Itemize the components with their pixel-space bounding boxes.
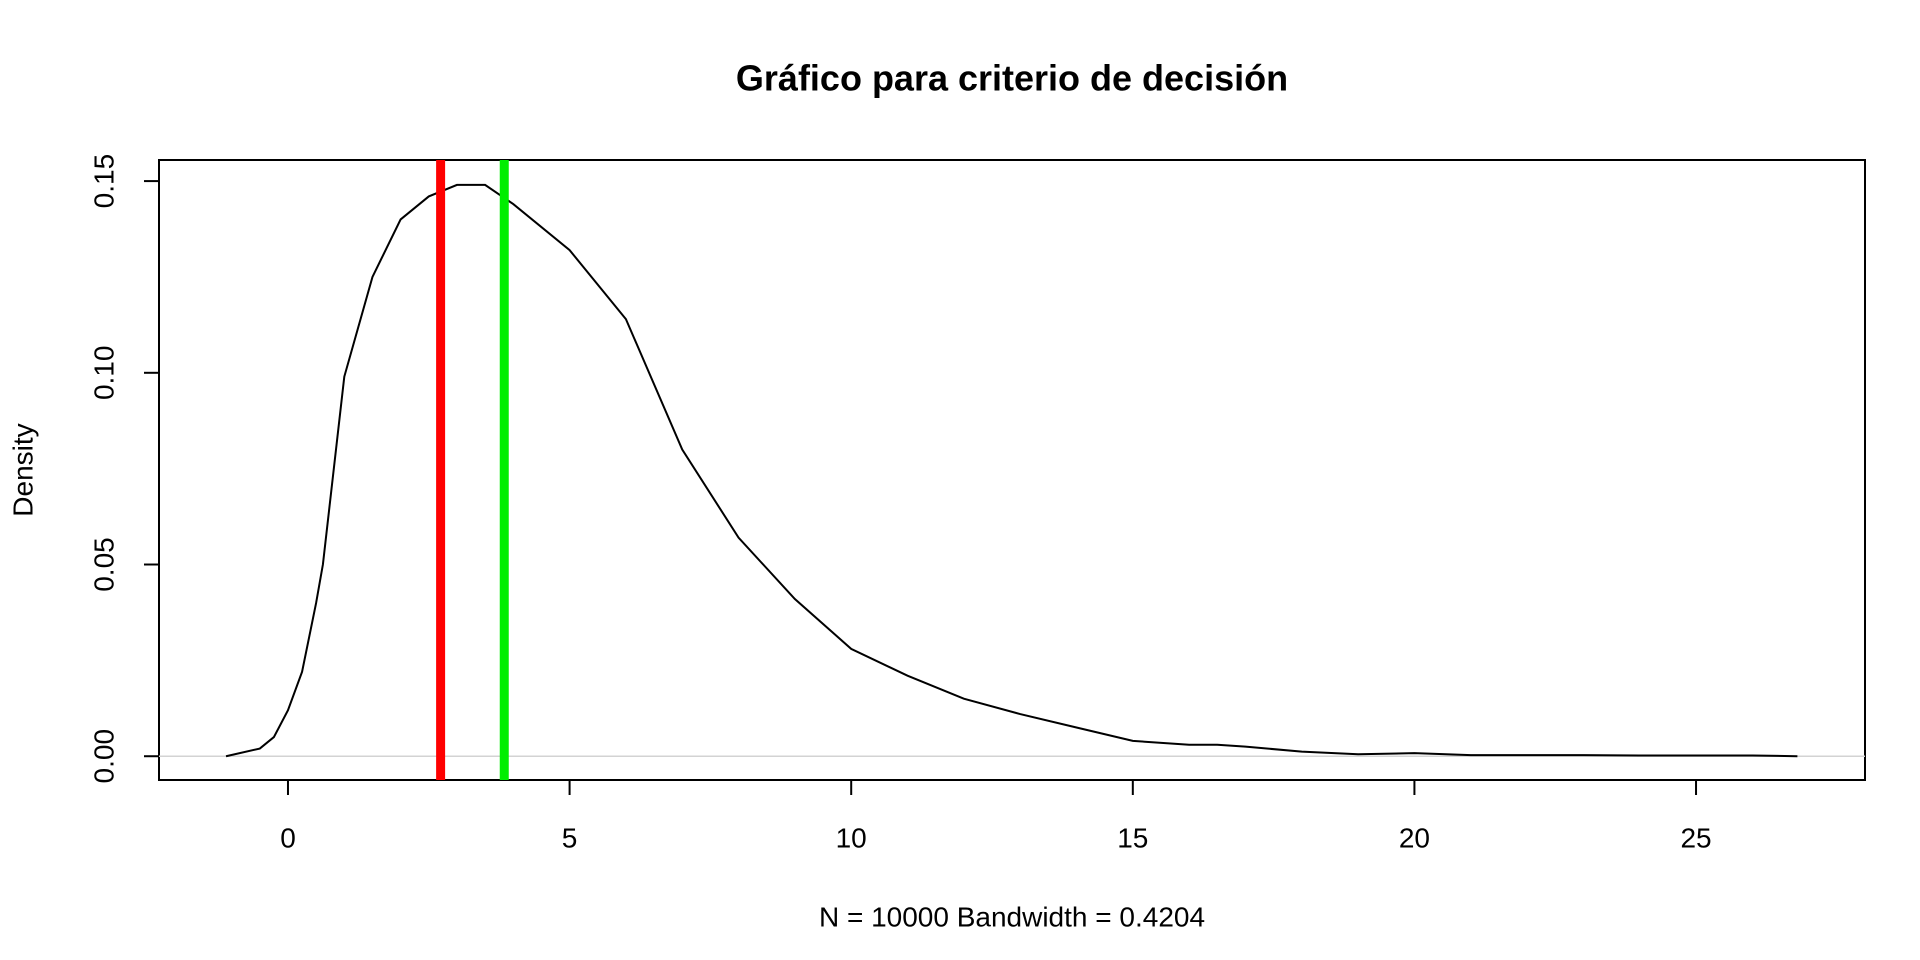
density-curve xyxy=(225,183,1798,758)
x-tick-label: 10 xyxy=(836,822,867,853)
x-tick-label: 0 xyxy=(280,822,296,853)
y-tick-label: 0.05 xyxy=(88,537,119,592)
plot-frame xyxy=(158,159,1866,781)
y-tick-label: 0.15 xyxy=(88,154,119,209)
x-tick-label: 25 xyxy=(1680,822,1711,853)
y-tick-label: 0.00 xyxy=(88,729,119,784)
x-tick-label: 5 xyxy=(562,822,578,853)
x-tick-label: 15 xyxy=(1117,822,1148,853)
x-axis-label: N = 10000 Bandwidth = 0.4204 xyxy=(819,901,1205,932)
x-tick-label: 20 xyxy=(1399,822,1430,853)
chart-title: Gráfico para criterio de decisión xyxy=(736,58,1288,99)
y-tick-label: 0.10 xyxy=(88,346,119,401)
y-axis-label: Density xyxy=(7,423,38,516)
